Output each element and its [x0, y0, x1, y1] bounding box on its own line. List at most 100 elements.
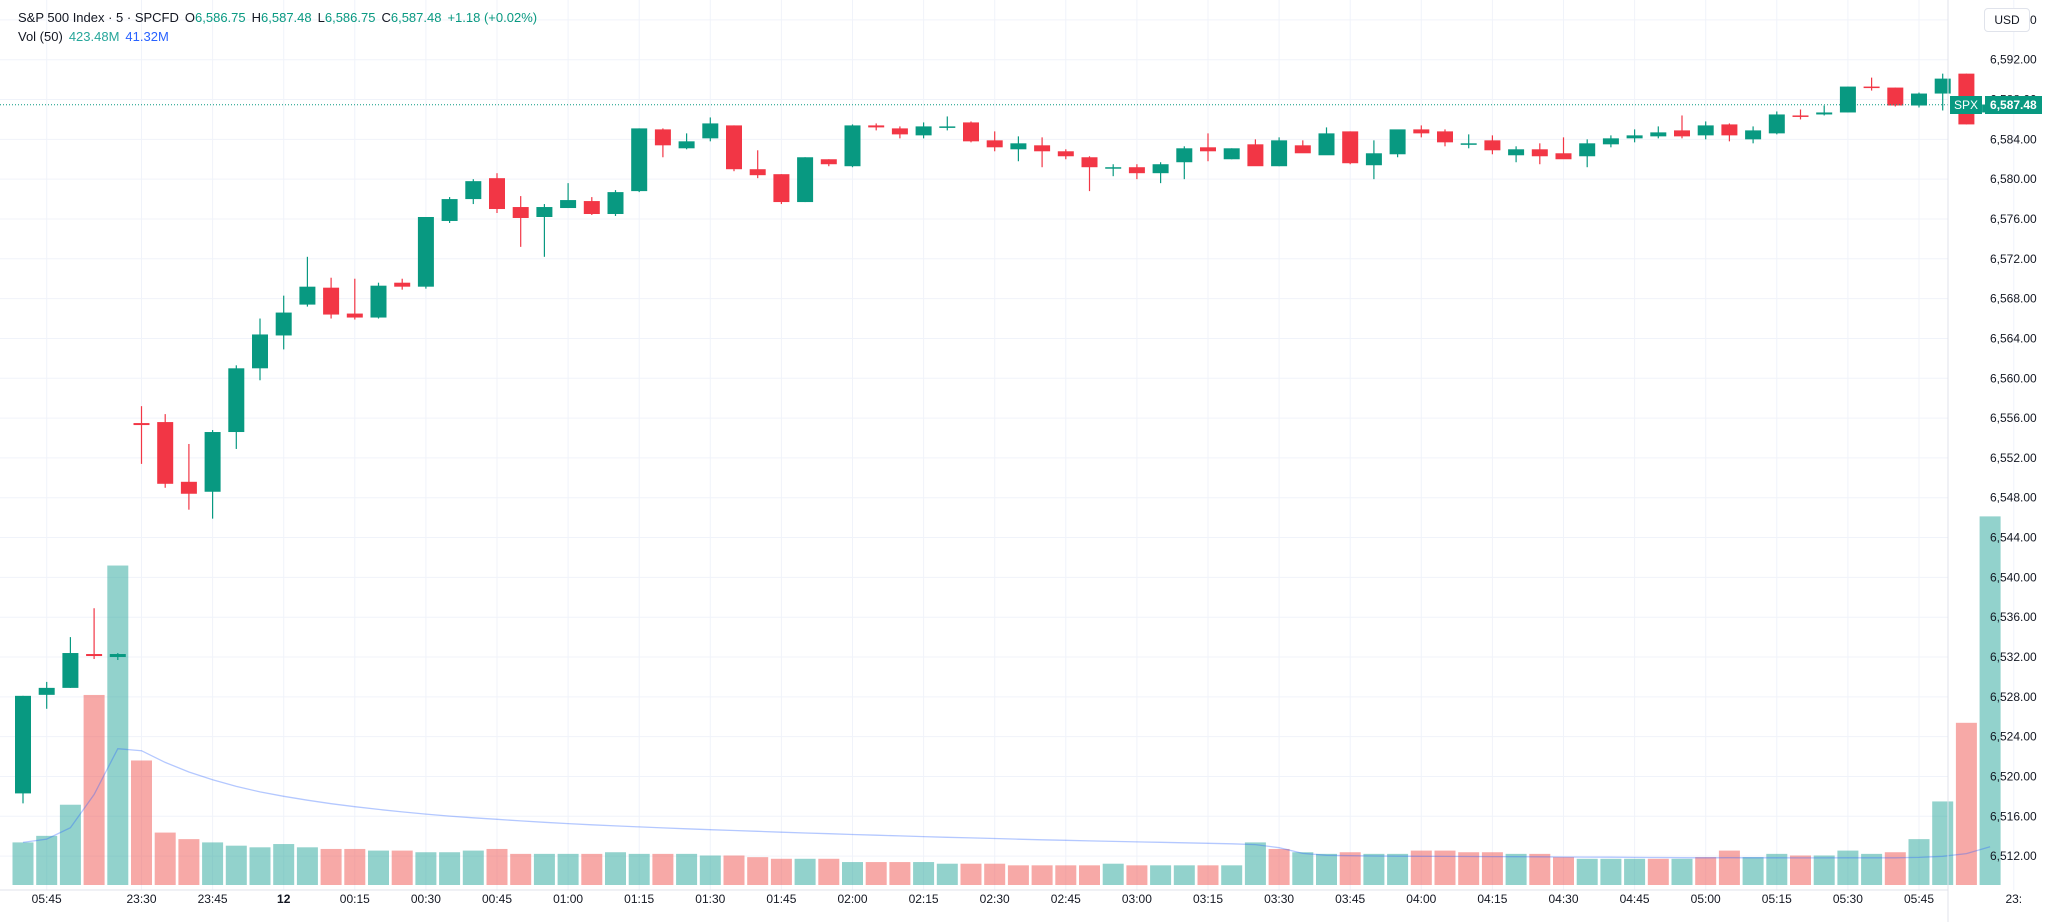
price-tick-label: 6,544.00 [1990, 531, 2037, 545]
high-label: H [251, 10, 262, 25]
candle-body [157, 422, 174, 484]
time-tick-label: 01:00 [553, 892, 583, 906]
candle [38, 681, 55, 709]
candle [654, 128, 671, 158]
volume-bar [202, 842, 224, 885]
candle [915, 122, 932, 139]
volume-bar [1339, 852, 1361, 885]
volume-bar [1150, 865, 1172, 885]
volume-bar [1173, 865, 1195, 885]
volume-bar [1055, 865, 1077, 885]
price-tick-label: 6,524.00 [1990, 730, 2037, 744]
volume-bar [1434, 850, 1456, 885]
price-tick-label: 6,560.00 [1990, 371, 2037, 385]
candle [1602, 135, 1619, 148]
candle [370, 282, 387, 319]
candle [62, 637, 79, 688]
candle [1365, 140, 1382, 180]
candle [1555, 137, 1572, 160]
candle [1887, 87, 1904, 107]
volume-bar [1790, 855, 1811, 885]
volume-bar [1031, 865, 1053, 885]
candle [1034, 137, 1051, 168]
time-tick-label: 00:15 [340, 892, 370, 906]
candle-body [1911, 93, 1927, 106]
candle [1223, 148, 1240, 160]
price-tick-label: 6,520.00 [1990, 769, 2037, 783]
candle [512, 196, 529, 247]
candle-body [1247, 144, 1264, 167]
candle [678, 133, 695, 150]
volume-bar [913, 862, 935, 885]
candle-body [417, 216, 434, 287]
candle [204, 430, 221, 519]
time-tick-label: 03:45 [1335, 892, 1365, 906]
currency-button[interactable]: USD [1984, 8, 2030, 32]
volume-bar [1600, 858, 1622, 885]
volume-bar [1292, 852, 1314, 885]
low-value: 6,586.75 [324, 10, 376, 25]
candle [1318, 127, 1335, 156]
candle [1816, 105, 1833, 116]
time-axis[interactable]: 05:45 23:30 23:45 12 00:15 00:30 00:45 01:00 01:… [0, 889, 2022, 906]
volume-bar [83, 694, 105, 885]
candle-body [1318, 133, 1335, 156]
candle-body [1508, 149, 1525, 156]
candle [1697, 121, 1714, 140]
candle-body [1602, 138, 1619, 145]
symbol-label[interactable]: S&P 500 Index · 5 · SPCFD [18, 10, 179, 25]
candle [417, 216, 434, 289]
candle [1413, 125, 1430, 138]
candle [773, 174, 790, 205]
price-axis[interactable]: 6,596.006,592.006,588.006,584.006,580.00… [1947, 0, 2037, 922]
volume-bar [131, 760, 152, 885]
candle-body [631, 128, 648, 192]
candle [749, 150, 766, 179]
candle [1010, 136, 1027, 162]
candle [15, 695, 31, 804]
volume-label[interactable]: Vol (50) [18, 29, 63, 44]
candle-body [797, 157, 814, 203]
time-tick-label: 03:30 [1264, 892, 1294, 906]
volume-bar [984, 863, 1006, 885]
volume-bar [865, 862, 887, 885]
volume-bar [368, 850, 389, 885]
candle [133, 406, 150, 464]
candle [228, 365, 245, 449]
volume-bar [225, 845, 247, 885]
candle-body [370, 285, 387, 318]
candle [1531, 143, 1548, 165]
candle [1626, 129, 1643, 143]
volume-bar [1079, 865, 1100, 885]
volume-bar [1837, 850, 1859, 885]
time-tick-label: 01:30 [695, 892, 725, 906]
time-tick-label: 02:45 [1051, 892, 1081, 906]
candle [489, 173, 505, 214]
volume-bar [889, 862, 911, 885]
volume-bar [510, 853, 532, 885]
volume-bar [486, 848, 508, 885]
candle [275, 295, 292, 350]
candle-body [323, 287, 340, 315]
price-tick-label: 6,572.00 [1990, 252, 2037, 266]
candle [702, 117, 719, 142]
volume-bar [1955, 722, 1977, 885]
open-value: 6,586.75 [195, 10, 246, 25]
volume-bar [1007, 865, 1029, 885]
candle [346, 278, 363, 320]
candle [820, 159, 837, 167]
candle [536, 204, 553, 257]
time-tick-label: 04:30 [1548, 892, 1578, 906]
last-price-tag: SPX 6,587.48 [1950, 95, 2042, 114]
low-label: L [317, 10, 325, 25]
price-tick-label: 6,564.00 [1990, 331, 2037, 345]
volume-bar [652, 853, 674, 885]
price-tick-label: 6,580.00 [1990, 172, 2037, 186]
candle [868, 123, 885, 131]
volume-bar [936, 863, 958, 885]
candle [1650, 126, 1667, 139]
candle-body [1531, 149, 1548, 157]
candle [1674, 115, 1690, 139]
ohlc-row: S&P 500 Index · 5 · SPCFD O6,586.75 H6,5… [18, 8, 537, 27]
